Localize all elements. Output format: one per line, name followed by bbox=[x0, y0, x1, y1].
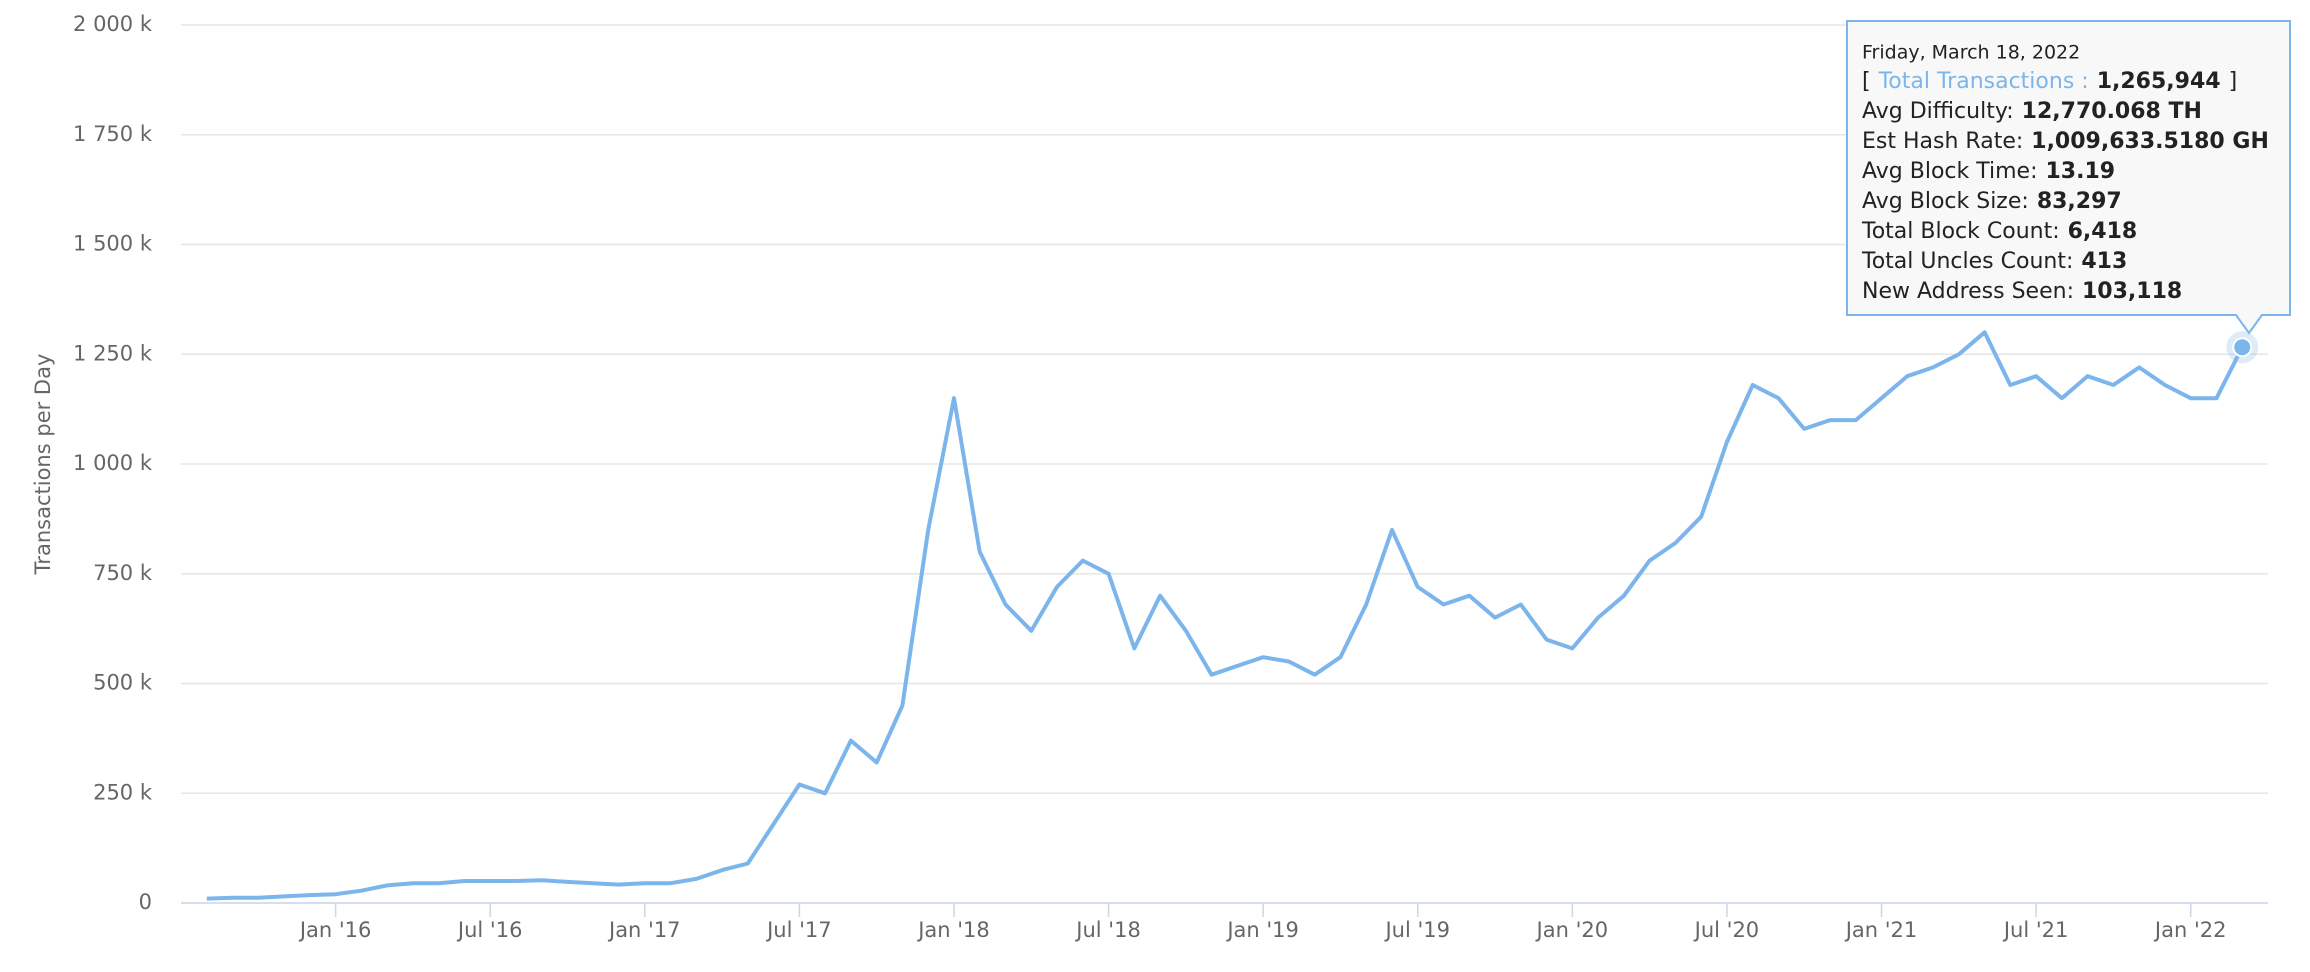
x-tick-label: Jul '18 bbox=[1074, 918, 1141, 942]
tooltip-box bbox=[1846, 20, 2291, 335]
tooltip-value: 13.19 bbox=[2045, 159, 2115, 184]
tooltip-row: New Address Seen: 103,118 bbox=[1862, 279, 2182, 304]
tooltip-label: New Address Seen: bbox=[1862, 279, 2074, 304]
tooltip-row: [ Total Transactions : 1,265,944] bbox=[1862, 69, 2237, 94]
x-tick-label: Jul '16 bbox=[456, 918, 523, 942]
tooltip-label: Avg Difficulty: bbox=[1862, 99, 2014, 124]
series-line bbox=[206, 330, 2244, 901]
tooltip-date: Friday, March 18, 2022 bbox=[1862, 42, 2080, 64]
tooltip-value: 1,009,633.5180 GH bbox=[2031, 129, 2269, 154]
tooltip-row: Avg Block Time: 13.19 bbox=[1862, 159, 2115, 184]
y-tick-label: 2 000 k bbox=[73, 12, 153, 36]
tooltip-label: Avg Block Time: bbox=[1862, 159, 2037, 184]
tooltip-label: Avg Block Size: bbox=[1862, 189, 2029, 214]
y-tick-label: 1 000 k bbox=[73, 451, 153, 475]
x-tick-label: Jan '22 bbox=[2153, 918, 2227, 942]
x-tick-label: Jan '21 bbox=[1844, 918, 1918, 942]
tooltip-value: 6,418 bbox=[2068, 219, 2138, 244]
tooltip-bracket: [ bbox=[1862, 69, 1871, 94]
tooltip-value: 12,770.068 TH bbox=[2022, 99, 2202, 124]
y-tick-label: 1 500 k bbox=[73, 232, 153, 256]
y-axis-title: Transactions per Day bbox=[31, 354, 55, 576]
tooltip-label: Total Uncles Count: bbox=[1861, 249, 2073, 274]
x-tick-label: Jul '17 bbox=[765, 918, 832, 942]
tooltip-label: Total Block Count: bbox=[1861, 219, 2060, 244]
tooltip-row: Total Uncles Count: 413 bbox=[1861, 249, 2127, 274]
x-tick-label: Jan '19 bbox=[1225, 918, 1299, 942]
hover-point bbox=[2232, 337, 2253, 358]
tooltip-bracket: ] bbox=[2229, 69, 2238, 94]
y-tick-label: 250 k bbox=[93, 780, 153, 804]
x-tick-label: Jan '17 bbox=[607, 918, 681, 942]
tooltip-row: Est Hash Rate: 1,009,633.5180 GH bbox=[1862, 129, 2269, 154]
x-tick-label: Jul '20 bbox=[1693, 918, 1760, 942]
x-tick-label: Jul '21 bbox=[2002, 918, 2069, 942]
x-tick-label: Jan '18 bbox=[916, 918, 990, 942]
x-tick-label: Jan '16 bbox=[298, 918, 372, 942]
tooltip-row: Avg Difficulty: 12,770.068 TH bbox=[1862, 99, 2202, 124]
tooltip: Friday, March 18, 2022 [ Total Transaction… bbox=[1846, 20, 2291, 335]
tooltip-value: 1,265,944 bbox=[2097, 69, 2221, 94]
tooltip-label: Est Hash Rate: bbox=[1862, 129, 2023, 154]
y-tick-label: 1 750 k bbox=[73, 122, 153, 146]
tooltip-row: Avg Block Size: 83,297 bbox=[1862, 189, 2122, 214]
x-tick-label: Jan '20 bbox=[1535, 918, 1609, 942]
tooltip-value: 83,297 bbox=[2037, 189, 2122, 214]
y-tick-label: 0 bbox=[139, 890, 152, 914]
y-tick-label: 750 k bbox=[93, 561, 153, 585]
y-tick-label: 500 k bbox=[93, 671, 153, 695]
tooltip-label: Total Transactions : bbox=[1878, 69, 2089, 94]
tooltip-value: 103,118 bbox=[2082, 279, 2182, 304]
x-tick-label: Jul '19 bbox=[1383, 918, 1450, 942]
tooltip-value: 413 bbox=[2081, 249, 2127, 274]
y-tick-label: 1 250 k bbox=[73, 341, 153, 365]
tooltip-row: Total Block Count: 6,418 bbox=[1861, 219, 2137, 244]
